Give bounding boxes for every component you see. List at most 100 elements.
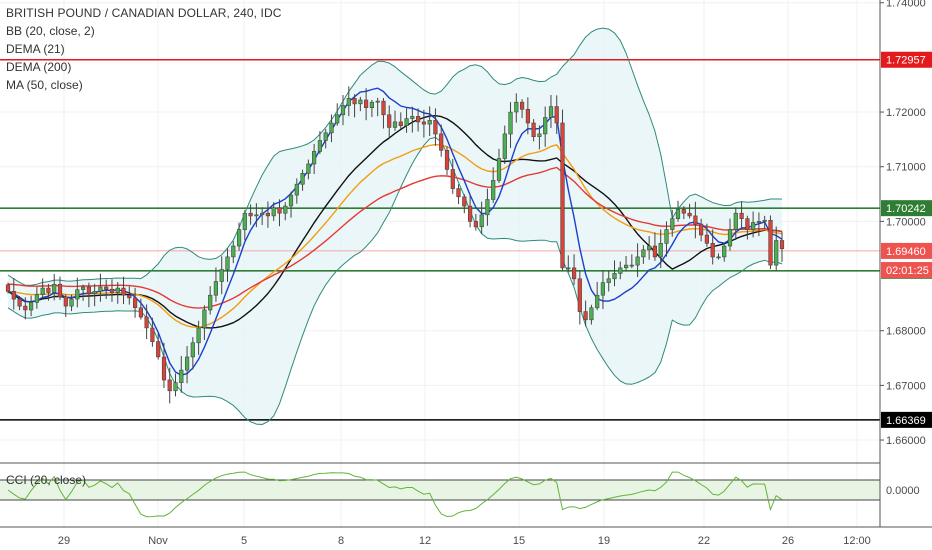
indicator-ma-50[interactable]: MA (50, close) xyxy=(6,78,83,92)
price-tick-label: 1.68000 xyxy=(886,326,926,338)
candle-body xyxy=(444,150,450,170)
price-tag-label: 1.69460 xyxy=(886,246,926,258)
candle-body xyxy=(202,309,207,329)
candle-body xyxy=(733,212,738,230)
candle-body xyxy=(439,133,444,151)
candle-body xyxy=(722,245,727,258)
candle-body xyxy=(104,286,109,290)
candle-body xyxy=(577,278,582,312)
candle-body xyxy=(698,223,704,236)
candle-body xyxy=(271,207,276,217)
candle-body xyxy=(63,296,68,307)
candle-body xyxy=(641,249,646,258)
level-tag-label: 1.66369 xyxy=(886,415,926,427)
level-tag xyxy=(881,51,932,68)
price-tag-label: 02:01:25 xyxy=(886,265,929,277)
candle-body xyxy=(248,212,253,217)
candle-body xyxy=(410,116,415,119)
bb-upper-line xyxy=(7,27,782,286)
candle-body xyxy=(46,287,51,293)
candles xyxy=(5,86,785,404)
candle-body xyxy=(479,214,484,228)
candle-body xyxy=(335,114,340,124)
candle-body xyxy=(456,188,461,198)
candle-body xyxy=(144,316,149,329)
candle-body xyxy=(288,194,294,207)
candle-body xyxy=(17,298,22,307)
candle-body xyxy=(606,278,611,283)
candle-body xyxy=(595,294,600,309)
candle-body xyxy=(415,116,421,123)
candle-body xyxy=(138,307,144,318)
candle-body xyxy=(467,205,473,222)
bb-lower-line xyxy=(7,136,783,425)
candle-body xyxy=(739,212,744,219)
horizontal-levels xyxy=(0,58,880,421)
candle-body xyxy=(352,98,357,105)
candle-body xyxy=(398,121,403,127)
price-tag xyxy=(881,242,932,259)
level-tag-label: 1.70242 xyxy=(886,203,926,215)
candle-body xyxy=(710,243,715,258)
price-tick-label: 1.71000 xyxy=(886,162,926,174)
cci-tick-label: 0.0000 xyxy=(886,485,920,497)
candle-body xyxy=(687,212,692,217)
indicator-bb[interactable]: BB (20, close, 2) xyxy=(6,24,95,38)
time-tick-label: 5 xyxy=(241,535,247,547)
candle-body xyxy=(133,297,138,308)
candle-body xyxy=(727,229,733,247)
candle-body xyxy=(421,121,427,125)
candle-body xyxy=(213,281,219,296)
time-tick-label: 22 xyxy=(698,535,710,547)
candle-body xyxy=(450,169,455,189)
candle-body xyxy=(346,98,351,106)
candle-body xyxy=(5,284,11,292)
ma-50-line xyxy=(7,143,783,328)
candle-body xyxy=(571,267,577,280)
candle-body xyxy=(219,269,224,282)
candle-body xyxy=(294,183,299,196)
candle-body xyxy=(462,196,467,207)
candle-body xyxy=(496,158,502,181)
candle-body xyxy=(647,245,652,251)
time-tick-label: 8 xyxy=(338,535,344,547)
candle-body xyxy=(531,122,536,137)
candle-body xyxy=(600,282,605,296)
candle-body xyxy=(629,264,634,267)
candle-body xyxy=(173,382,178,392)
cci-pane xyxy=(0,471,880,518)
candle-body xyxy=(716,256,721,259)
candle-body xyxy=(260,212,265,216)
candle-body xyxy=(237,229,242,247)
candle-body xyxy=(231,245,236,258)
candle-body xyxy=(225,256,230,270)
candle-body xyxy=(121,287,126,296)
candle-body xyxy=(28,301,34,311)
bb-fill xyxy=(8,28,782,425)
bollinger-bands xyxy=(8,28,782,425)
price-tick-label: 1.72000 xyxy=(886,107,926,119)
candle-body xyxy=(519,101,525,110)
candle-body xyxy=(658,243,663,258)
candle-body xyxy=(317,140,323,152)
candle-body xyxy=(179,369,184,384)
candle-body xyxy=(537,133,542,137)
candle-body xyxy=(190,342,195,358)
candle-body xyxy=(57,283,63,298)
candle-body xyxy=(670,218,675,230)
indicator-dema-200[interactable]: DEMA (200) xyxy=(6,60,72,74)
candle-body xyxy=(635,256,640,266)
candle-body xyxy=(69,298,74,307)
candle-body xyxy=(508,111,513,135)
price-tick-label: 1.70000 xyxy=(886,216,926,228)
price-tick-label: 1.74000 xyxy=(886,0,926,10)
candle-body xyxy=(618,267,623,274)
candle-body xyxy=(473,221,479,228)
cci-indicator-label[interactable]: CCI (20, close) xyxy=(6,473,87,487)
indicator-dema-21[interactable]: DEMA (21) xyxy=(6,42,65,56)
level-tag xyxy=(881,200,932,217)
candle-body xyxy=(300,173,305,185)
candle-body xyxy=(762,220,767,222)
candle-body xyxy=(502,133,507,159)
